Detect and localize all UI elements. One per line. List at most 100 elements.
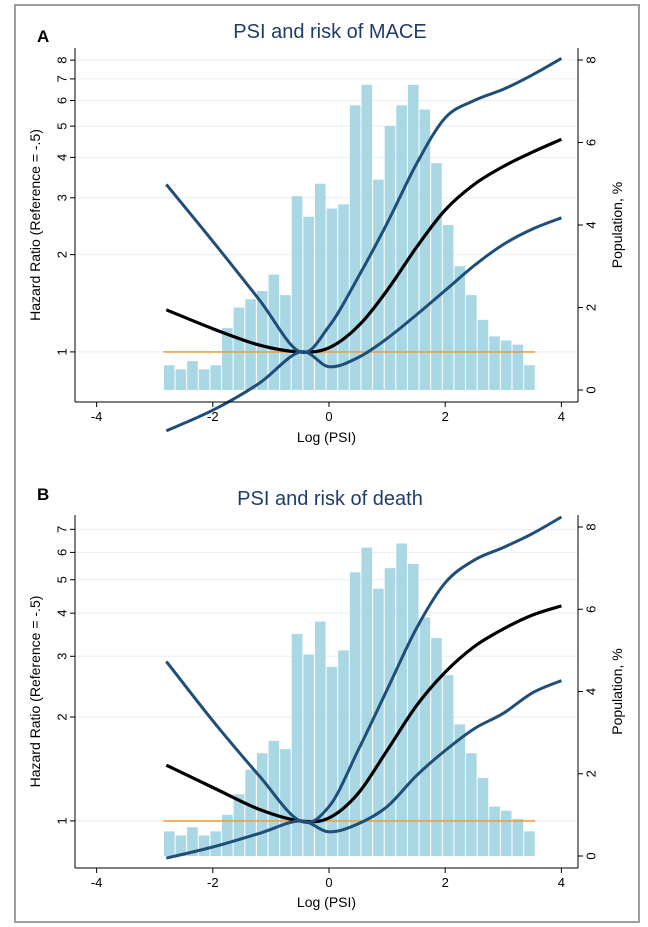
histogram-bar xyxy=(280,749,291,856)
histogram-bar xyxy=(163,365,175,390)
histogram-bar xyxy=(175,835,187,856)
hazard-ratio-line xyxy=(165,137,563,354)
x-tick-label: 2 xyxy=(442,875,449,890)
y-tick-label: 7 xyxy=(54,526,69,533)
histogram-bar xyxy=(361,547,373,856)
panel-label: B xyxy=(37,485,49,504)
histogram-bar xyxy=(303,216,314,390)
histogram-bar xyxy=(245,299,256,390)
histogram-bar xyxy=(198,369,210,390)
chart-panel-a: -4 -2 0 2 4 1 2 3 4 5 6 7 8 0 2 4 6 8 Log (PSI) Hazard Rati… xyxy=(27,21,625,445)
lower-ci-line xyxy=(165,216,562,433)
histogram-bar xyxy=(210,365,222,390)
upper-ci-line xyxy=(165,57,563,355)
histogram-bar xyxy=(524,365,535,390)
histogram-bar xyxy=(431,638,442,856)
x-tick-label: -2 xyxy=(207,409,219,424)
y2-tick-label: 2 xyxy=(583,770,598,777)
histogram-bar xyxy=(373,588,384,856)
histogram-bar xyxy=(256,291,268,390)
y2-tick-label: 6 xyxy=(583,606,598,613)
histogram-bar xyxy=(442,225,454,390)
y-tick-label: 6 xyxy=(54,549,69,556)
x-tick-label: 4 xyxy=(558,409,565,424)
histogram-bar xyxy=(477,777,489,856)
hazard-ratio-line xyxy=(165,604,562,824)
histogram-bar xyxy=(512,818,524,856)
y2-tick-label: 6 xyxy=(583,139,598,146)
chart-title: PSI and risk of death xyxy=(237,488,423,510)
histogram-bar xyxy=(245,769,256,856)
histogram-bar xyxy=(187,827,198,856)
y-axis-label: Hazard Ratio (Reference = -.5) xyxy=(27,129,43,321)
histogram-bar xyxy=(524,831,535,856)
histogram-bar xyxy=(512,344,524,390)
y-tick-label: 4 xyxy=(54,154,69,161)
y-tick-label: 1 xyxy=(54,348,69,355)
histogram-bar xyxy=(280,295,291,390)
y2-tick-label: 4 xyxy=(583,688,598,695)
histogram-bar xyxy=(442,675,454,856)
histogram-bar xyxy=(222,814,233,856)
histogram-bar xyxy=(373,179,384,390)
y2-axis-label: Population, % xyxy=(609,182,625,268)
histogram-bar xyxy=(466,753,477,856)
x-tick-label: 2 xyxy=(442,409,449,424)
chart-panel-b: -4 -2 0 2 4 1 2 3 4 5 6 7 0 2 4 6 8 Log (PSI) Hazard Ratio… xyxy=(27,485,625,910)
histogram-bar xyxy=(326,666,338,856)
y2-tick-label: 8 xyxy=(583,56,598,63)
histogram-bar xyxy=(314,183,326,390)
histogram-bar xyxy=(303,654,314,856)
histogram-bar xyxy=(407,84,419,390)
histogram-bar xyxy=(175,369,187,390)
histogram-bar xyxy=(326,208,338,390)
histogram-bar xyxy=(477,319,489,390)
histogram-bar xyxy=(233,307,245,390)
histogram-bar xyxy=(268,274,280,390)
x-tick-label: -4 xyxy=(91,875,103,890)
histogram-bar xyxy=(489,336,500,390)
y2-tick-label: 8 xyxy=(583,523,598,530)
x-tick-label: -2 xyxy=(207,875,219,890)
y2-tick-label: 0 xyxy=(583,386,598,393)
y-tick-label: 8 xyxy=(54,57,69,64)
y2-tick-label: 2 xyxy=(583,304,598,311)
x-tick-label: -4 xyxy=(91,409,103,424)
upper-ci-line xyxy=(165,515,563,824)
histogram-bar xyxy=(384,568,396,856)
y-tick-label: 2 xyxy=(54,713,69,720)
x-axis-label: Log (PSI) xyxy=(297,429,356,445)
y-tick-label: 3 xyxy=(54,194,69,201)
histogram-bar xyxy=(256,753,268,856)
y2-tick-label: 0 xyxy=(583,852,598,859)
y-axis-label: Hazard Ratio (Reference = -.5) xyxy=(27,596,43,788)
y-tick-label: 5 xyxy=(54,122,69,129)
histogram-bar xyxy=(489,806,500,856)
histogram-bar xyxy=(396,543,407,856)
histogram-bar xyxy=(338,650,349,856)
y-tick-label: 6 xyxy=(54,97,69,104)
histogram-bar xyxy=(291,633,303,856)
histogram-bar xyxy=(396,105,407,390)
histogram-bar xyxy=(466,295,477,390)
y-tick-label: 4 xyxy=(54,610,69,617)
histogram-bar xyxy=(314,621,326,856)
y2-axis-label: Population, % xyxy=(609,648,625,734)
histogram-bar xyxy=(210,831,222,856)
y-tick-label: 5 xyxy=(54,576,69,583)
histogram-bar xyxy=(291,196,303,390)
histogram-bar xyxy=(349,572,361,856)
x-axis-label: Log (PSI) xyxy=(297,894,356,910)
y-tick-label: 2 xyxy=(54,251,69,258)
histogram-bar xyxy=(500,810,512,856)
histogram-bar xyxy=(419,617,431,856)
x-tick-label: 4 xyxy=(558,875,565,890)
histogram-bar xyxy=(268,740,280,856)
histogram-bar xyxy=(198,835,210,856)
y2-tick-label: 4 xyxy=(583,221,598,228)
histogram-bar xyxy=(187,361,198,390)
y-tick-label: 1 xyxy=(54,817,69,824)
panel-label: A xyxy=(37,27,49,46)
y-tick-label: 3 xyxy=(54,653,69,660)
